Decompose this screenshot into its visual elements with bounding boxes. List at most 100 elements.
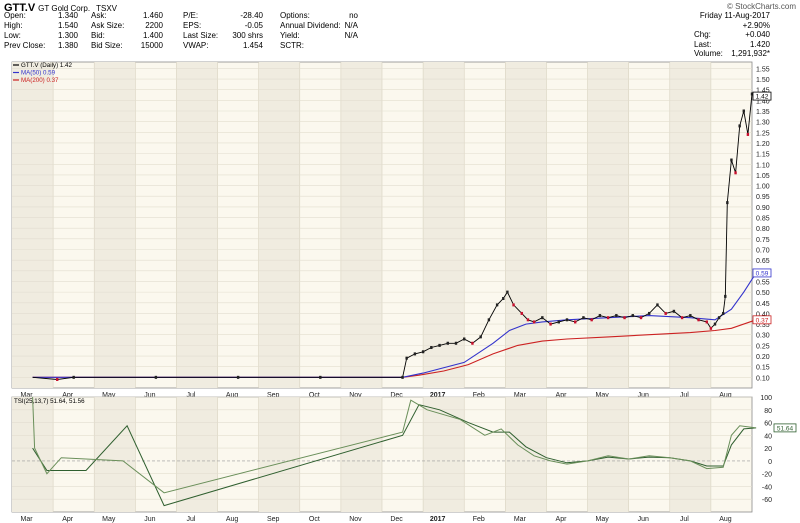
quote-col-1: Open: 1.340 High: 1.540 Low: 1.300 Prev Clo… [4,11,78,51]
x-tick-label: Nov [349,392,362,399]
price-y-tick-label: 1.40 [756,98,770,105]
price-y-tick-label: 1.35 [756,109,770,116]
pe-label: P/E: [183,11,199,20]
price-bar [520,311,523,315]
month-band [340,397,382,512]
x-tick-label: Oct [309,392,320,399]
ask-label: Ask: [91,11,107,20]
tsi-gridlines [12,396,752,500]
price-y-tick-label: 0.30 [756,333,770,340]
x-tick-label: Jul [680,516,689,523]
bid-value: 1.400 [142,31,163,40]
price-bar [319,375,322,379]
month-band [340,62,382,388]
price-gridlines [12,68,752,378]
ma200-line [32,319,757,378]
month-band [423,62,465,388]
price-bar [502,297,505,301]
x-tick-label: May [595,392,609,399]
x-tick-label: Feb [473,392,485,399]
tsi-marker-label: 51.64 [777,425,794,432]
tsi-line [32,396,757,494]
tsi-y-tick-label: 0 [768,459,772,466]
value-marker-label: 0.59 [756,270,769,277]
x-tick-label: Nov [349,516,362,523]
price-bar [413,352,417,356]
price-bar [664,311,667,315]
price-y-tick-label: 0.75 [756,237,770,244]
x-tick-label: Jul [187,392,196,399]
price-y-tick-label: 1.45 [756,88,770,95]
x-tick-label: Apr [62,516,74,523]
price-y-tick-label: 0.55 [756,279,770,286]
price-y-tick-label: 1.20 [756,141,770,148]
options-label: Options: [280,11,310,20]
price-bar [734,171,737,175]
dividend-label: Annual Dividend: [280,21,341,30]
price-bar [742,109,745,113]
x-tick-label: Dec [390,516,403,523]
month-band [505,62,547,388]
x-tick-label: May [595,516,609,523]
price-bar [512,303,515,307]
price-y-tick-label: 0.65 [756,258,770,265]
price-bar [72,375,75,379]
price-bar [648,311,651,315]
price-bar [606,316,610,320]
x-tick-label: 2017 [430,392,446,399]
x-tick-label: Feb [473,516,485,523]
price-bar [495,303,499,307]
price-y-tick-label: 0.95 [756,194,770,201]
price-bar [672,309,676,313]
price-bar [615,314,618,318]
price-y-tick-label: 1.50 [756,77,770,84]
tsi-legend-entry: TSI(25,13,7) 51.64, 51.56 [14,398,85,405]
chg-value: +0.040 [745,30,770,39]
quote-date: Friday 11-Aug-2017 [699,11,770,20]
price-y-tick-label: 0.25 [756,343,770,350]
last-size-label: Last Size: [183,31,219,40]
x-tick-label: Mar [21,392,34,399]
vwap-label: VWAP: [183,41,209,50]
chg-label: Chg: [694,30,711,39]
quote-col-4: Options: no Annual Dividend: N/A Yield: N/A… [280,11,358,51]
x-tick-label: May [102,516,116,523]
month-band [669,397,711,512]
month-band [258,62,300,388]
value-marker-box [752,315,772,325]
price-y-tick-label: 0.90 [756,205,770,212]
price-y-tick-label: 0.15 [756,365,770,372]
month-band [176,62,218,388]
ask-size-label: Ask Size: [91,21,125,30]
source-credit: © StockCharts.com [726,2,796,11]
dividend-value: N/A [344,21,358,30]
price-bar [709,326,713,330]
price-bar [697,318,700,322]
price-bar [526,318,530,322]
price-bar [582,316,585,320]
price-bar [598,314,602,318]
tsi-panel-background [11,396,753,513]
price-y-tick-label: 1.25 [756,130,770,137]
chart-title: GTT.V GT Gold Corp. TSXV [4,2,117,14]
price-bar [713,322,717,326]
price-bar [750,92,754,96]
pe-value: -28.40 [240,11,263,20]
price-bar [401,375,404,379]
price-bar [56,377,59,381]
price-bar [565,318,569,322]
price-y-tick-label: 0.50 [756,290,770,297]
vwap-value: 1.454 [242,41,263,50]
price-y-tick-label: 1.55 [756,66,770,73]
bottom-x-axis: Mar Apr May Jun Jul Aug Sep Oct Nov Dec 2017 Feb Mar… [21,516,732,523]
x-tick-label: Aug [226,392,239,399]
price-y-tick-label: 0.35 [756,322,770,329]
price-bar [532,320,536,324]
x-tick-label: Jul [680,392,689,399]
x-tick-label: Sep [267,516,280,523]
x-tick-label: Aug [719,392,732,399]
legend-entry: MA(50) 0.59 [21,70,56,77]
open-label: Open: [4,11,26,20]
price-bar [471,341,474,345]
high-label: High: [4,21,23,30]
